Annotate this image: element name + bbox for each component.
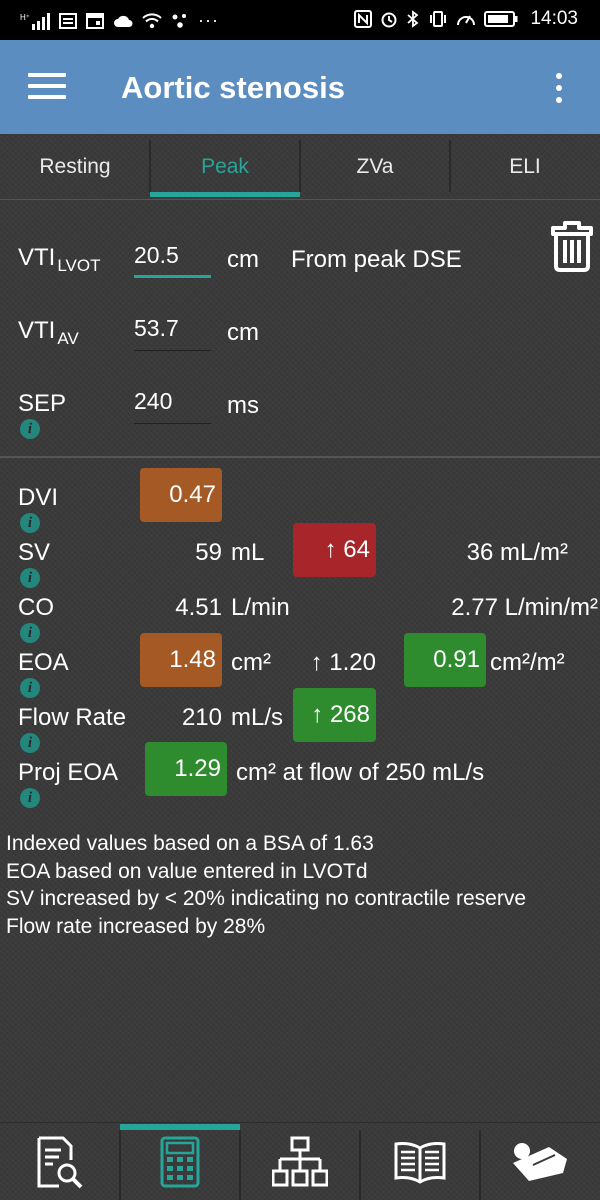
tab-bar: Resting Peak ZVa ELI [0,134,600,200]
dots-cluster-icon [172,13,186,28]
co-label: CO [18,594,54,621]
wifi-icon [142,12,162,28]
vti-av-unit: cm [227,319,259,346]
tab-peak[interactable]: Peak [201,155,249,178]
co-unit: L/min [231,594,290,621]
page-title: Aortic stenosis [121,70,345,105]
speed-icon [457,15,476,26]
alarm-icon [381,12,397,28]
cloud-icon [114,15,133,27]
sep-input[interactable]: 240 [134,384,211,424]
section-divider [0,456,600,458]
sv-unit: mL [231,539,265,566]
flow-rate-peak-value: ↑ 268 [293,688,376,742]
flow-rate-label: Flow Rate [18,704,127,731]
flow-rate-unit: mL/s [231,704,284,731]
more-vert-icon[interactable] [554,73,564,103]
info-icon[interactable]: i [20,678,40,698]
hierarchy-icon [272,1136,328,1187]
proj-eoa-unit: cm² at flow of 250 mL/s [236,759,485,786]
tab-divider [299,140,301,192]
tab-divider [149,140,151,192]
note-line: EOA based on value entered in LVOTd [6,859,368,883]
message-icon [59,12,77,29]
tab-zva[interactable]: ZVa [356,155,394,178]
book-icon [394,1142,446,1184]
vti-lvot-label: VTI LVOT [18,244,101,275]
more-notifications: ··· [198,10,219,30]
tab-divider [449,140,451,192]
nav-divider [359,1130,361,1200]
vti-lvot-input[interactable]: 20.5 [134,238,211,278]
vibrate-icon [430,11,447,27]
tab-eli[interactable]: ELI [509,155,541,178]
nav-patient[interactable] [480,1123,600,1200]
status-bar: H⁺ ··· [0,0,600,40]
sep-unit: ms [227,392,259,419]
flow-rate-value: 210 [181,704,222,731]
patient-icon [513,1143,567,1181]
nav-divider [479,1130,481,1200]
bottom-nav [0,1122,600,1200]
info-icon[interactable]: i [20,419,40,439]
active-nav-indicator [120,1124,240,1130]
info-icon[interactable]: i [20,568,40,588]
nav-book[interactable] [360,1123,480,1200]
eoa-indexed-value: 0.91 [404,633,486,687]
note-line: Indexed values based on a BSA of 1.63 [6,832,374,855]
dvi-label: DVI [18,484,59,511]
signal-icon: H⁺ [20,12,50,30]
info-icon[interactable]: i [20,623,40,643]
sv-label: SV [18,539,51,566]
eoa-indexed-unit: cm²/m² [490,649,565,676]
vti-av-label: VTI AV [18,317,79,348]
vti-av-input[interactable]: 53.7 [134,311,211,351]
active-tab-indicator [150,192,300,197]
report-search-icon [37,1136,83,1189]
svg-text:H⁺: H⁺ [20,13,30,22]
bluetooth-icon [407,10,419,28]
hamburger-menu-icon[interactable] [28,73,66,99]
nav-divider [119,1130,121,1200]
eoa-value: 1.48 [140,633,222,687]
eoa-unit: cm² [231,649,271,676]
nav-report[interactable] [0,1123,120,1200]
sv-indexed: 36 mL/m² [466,539,568,566]
tab-resting[interactable]: Resting [39,155,111,178]
proj-eoa-label: Proj EOA [18,759,119,786]
trash-icon[interactable] [549,220,595,272]
proj-eoa-value: 1.29 [145,742,227,796]
sep-label: SEP [18,390,67,417]
battery-icon [484,11,518,27]
sv-peak-value: ↑ 64 [293,523,376,577]
sv-value: 59 [195,539,222,566]
info-icon[interactable]: i [20,788,40,808]
notes: Indexed values based on a BSA of 1.63 EO… [6,830,526,940]
co-indexed: 2.77 L/min/m² [451,594,598,621]
calendar-icon [86,12,104,29]
dvi-value: 0.47 [140,468,222,522]
nav-divider [239,1130,241,1200]
vti-lvot-unit: cm [227,246,259,273]
clock: 14:03 [530,8,578,29]
co-value: 4.51 [175,594,222,621]
note-line: Flow rate increased by 28% [6,914,266,938]
eoa-peak-value: ↑ 1.20 [310,649,376,676]
note-line: SV increased by < 20% indicating no cont… [6,887,527,910]
app-bar: Aortic stenosis [0,40,600,134]
info-icon[interactable]: i [20,733,40,753]
nav-hierarchy[interactable] [240,1123,360,1200]
calculator-icon [160,1136,200,1188]
nfc-icon [354,10,373,28]
eoa-label: EOA [18,649,69,676]
vti-lvot-note: From peak DSE [291,246,462,273]
info-icon[interactable]: i [20,513,40,533]
nav-calculator[interactable] [120,1123,240,1200]
